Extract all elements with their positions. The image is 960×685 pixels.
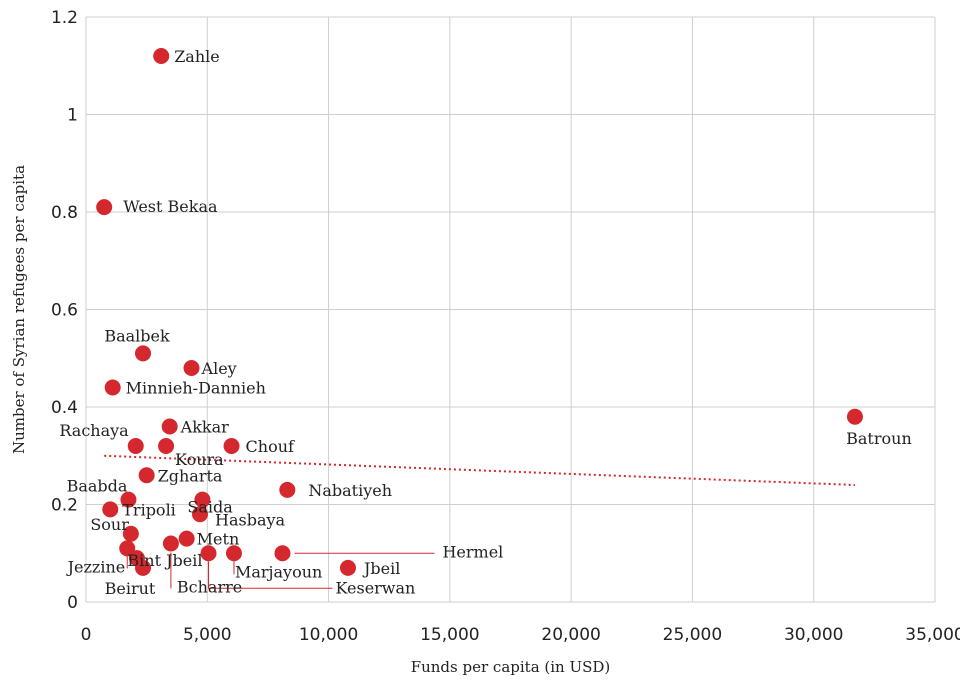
label-jezzine: Jezzine <box>66 557 126 576</box>
label-akkar: Akkar <box>180 418 229 437</box>
point-hermel <box>274 545 291 562</box>
point-tripoli <box>102 501 119 518</box>
label-hasbaya: Hasbaya <box>215 510 286 529</box>
point-zahle <box>153 48 170 64</box>
point-labels: Zahle West Bekaa Baalbek AleyMinnieh-Dannie… <box>59 47 911 598</box>
label-keserwan: Keserwan <box>335 578 415 597</box>
point-baalbek <box>135 345 152 362</box>
label-tripoli: Tripoli <box>122 500 176 519</box>
x-tick-label: 0 <box>81 625 92 645</box>
trendline <box>104 454 855 486</box>
point-bcharre <box>162 535 179 552</box>
point-chouf <box>223 438 240 454</box>
point-aley <box>183 360 200 376</box>
x-tick-label: 10,000 <box>299 625 358 645</box>
point-nabatiyeh <box>279 481 296 498</box>
label-zgharta: Zgharta <box>158 466 223 485</box>
label-leaders <box>126 552 435 589</box>
y-tick-label: 0.6 <box>51 301 78 321</box>
point-keserwan <box>200 545 217 562</box>
label-metn: Metn <box>197 530 240 549</box>
point-metn <box>178 530 195 547</box>
label-minnieh-dannieh: Minnieh-Dannieh <box>126 379 266 398</box>
data-points <box>96 48 863 576</box>
label-beirut: Beirut <box>105 579 156 598</box>
point-sour <box>122 525 139 542</box>
point-jbeil <box>339 559 356 576</box>
y-tick-label: 0.8 <box>51 203 78 223</box>
label-west-bekaa: West Bekaa <box>123 197 218 216</box>
leader-keserwan <box>207 561 333 589</box>
label-saida: Saida <box>187 498 233 517</box>
label-zahle: Zahle <box>174 47 220 66</box>
label-baalbek: Baalbek <box>104 326 170 345</box>
axis-ticks: 0 5,000 10,000 15,000 20,000 25,000 30,000 35,0… <box>51 8 960 645</box>
label-marjayoun: Marjayoun <box>235 562 322 581</box>
label-jbeil: Jbeil <box>362 559 400 578</box>
point-batroun <box>846 408 863 425</box>
x-tick-label: 20,000 <box>541 625 600 645</box>
point-zgharta <box>138 467 155 484</box>
point-koura <box>158 438 175 454</box>
label-batroun: Batroun <box>846 429 912 448</box>
point-hasbaya <box>192 506 209 523</box>
point-marjayoun <box>225 545 242 562</box>
x-tick-label: 30,000 <box>784 625 843 645</box>
label-hermel: Hermel <box>442 542 503 561</box>
x-axis-title: Funds per capita (in USD) <box>411 658 611 676</box>
y-tick-label: 1 <box>67 106 78 126</box>
label-koura: Koura <box>175 450 224 469</box>
label-rachaya: Rachaya <box>59 421 129 440</box>
point-beirut <box>135 559 152 576</box>
y-tick-label: 1.2 <box>51 8 78 28</box>
label-chouf: Chouf <box>246 437 295 456</box>
grid <box>85 16 936 603</box>
x-tick-label: 5,000 <box>183 625 232 645</box>
label-baabda: Baabda <box>67 477 128 496</box>
point-saida <box>194 491 211 508</box>
point-west-bekaa <box>96 199 113 216</box>
label-aley: Aley <box>201 359 237 378</box>
point-minnieh-dannieh <box>104 379 121 396</box>
y-tick-label: 0.2 <box>51 496 78 516</box>
y-tick-label: 0 <box>67 593 78 613</box>
x-tick-label: 25,000 <box>663 625 722 645</box>
label-bint-jbeil: Bint Jbeil <box>127 551 202 570</box>
label-sour: Sour <box>90 515 129 534</box>
point-baabda <box>120 491 137 508</box>
x-tick-label: 35,000 <box>905 625 960 645</box>
point-rachaya <box>127 438 144 454</box>
y-tick-label: 0.4 <box>51 398 78 418</box>
label-bcharre: Bcharre <box>177 578 242 597</box>
point-jezzine <box>119 540 136 557</box>
y-axis-title: Number of Syrian refugees per capita <box>10 165 28 454</box>
point-akkar <box>161 418 178 435</box>
label-nabatiyeh: Nabatiyeh <box>308 481 392 500</box>
x-tick-label: 15,000 <box>420 625 479 645</box>
